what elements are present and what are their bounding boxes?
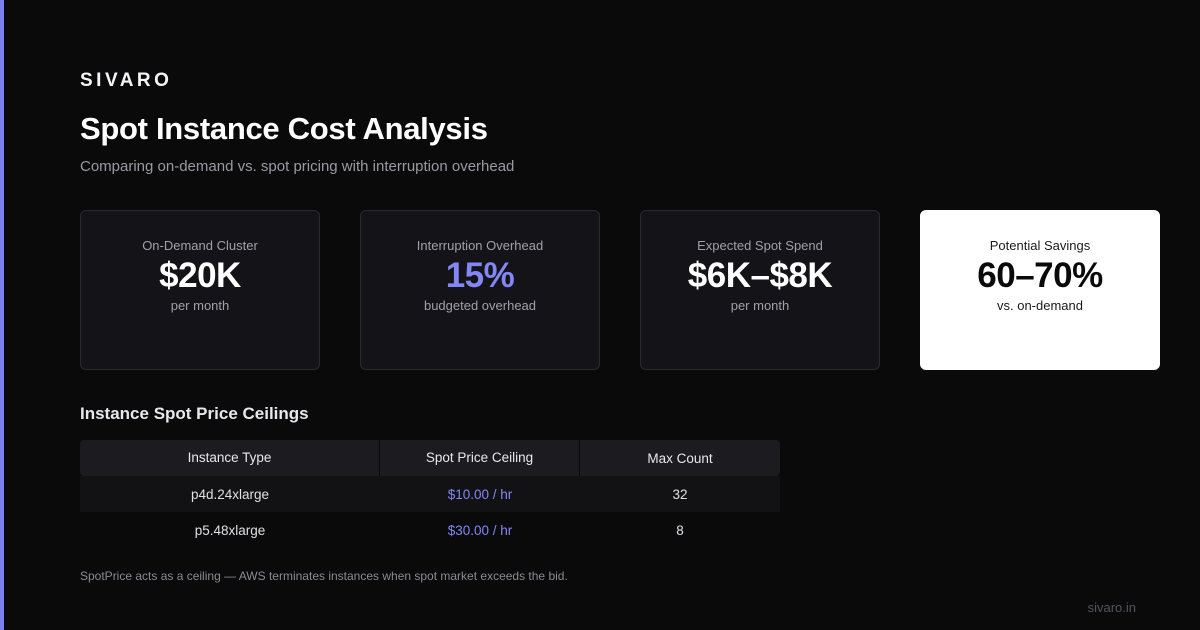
- cell-max-count: 8: [676, 522, 684, 538]
- table-row: p5.48xlarge $30.00 / hr 8: [80, 512, 780, 548]
- table-row: p4d.24xlarge $10.00 / hr 32: [80, 476, 780, 512]
- card-value: $20K: [159, 256, 241, 295]
- cell-instance-type: p5.48xlarge: [194, 522, 266, 538]
- card-interruption-overhead: Interruption Overhead 15% budgeted overh…: [360, 210, 600, 370]
- site-url: sivaro.in: [1087, 600, 1136, 615]
- table-title: Instance Spot Price Ceilings: [80, 404, 309, 423]
- card-value: 15%: [445, 256, 515, 295]
- card-potential-savings: Potential Savings 60–70% vs. on-demand: [920, 210, 1160, 370]
- header-instance-type: Instance Type: [80, 440, 380, 476]
- card-label: Interruption Overhead: [416, 238, 544, 253]
- page-title: Spot Instance Cost Analysis: [80, 111, 488, 146]
- brand-logo: SIVARO: [80, 70, 173, 91]
- card-value: $6K–$8K: [687, 256, 833, 295]
- page-subtitle: Comparing on-demand vs. spot pricing wit…: [80, 158, 515, 175]
- card-label: On-Demand Cluster: [142, 238, 258, 253]
- cell-spot-price: $10.00 / hr: [447, 486, 513, 502]
- card-label: Expected Spot Spend: [697, 238, 823, 253]
- card-sub: budgeted overhead: [423, 297, 537, 313]
- cell-spot-price: $30.00 / hr: [447, 522, 513, 538]
- card-expected-spot-spend: Expected Spot Spend $6K–$8K per month: [640, 210, 880, 370]
- card-sub: vs. on-demand: [997, 297, 1083, 313]
- header-max-count: Max Count: [647, 450, 713, 466]
- spot-price-table: Instance Type Spot Price Ceiling Max Cou…: [80, 440, 780, 548]
- card-on-demand-cluster: On-Demand Cluster $20K per month: [80, 210, 320, 370]
- cell-max-count: 32: [672, 486, 688, 502]
- card-sub: per month: [730, 297, 790, 313]
- card-value: 60–70%: [977, 256, 1103, 295]
- card-sub: per month: [170, 297, 230, 313]
- table-header-row: Instance Type Spot Price Ceiling Max Cou…: [80, 440, 780, 476]
- accent-bar: [0, 0, 4, 630]
- cell-instance-type: p4d.24xlarge: [190, 486, 270, 502]
- stat-cards: On-Demand Cluster $20K per month Interru…: [80, 210, 1160, 370]
- footnote: SpotPrice acts as a ceiling — AWS termin…: [80, 569, 568, 583]
- header-spot-price-ceiling: Spot Price Ceiling: [380, 440, 580, 476]
- card-label: Potential Savings: [989, 238, 1091, 253]
